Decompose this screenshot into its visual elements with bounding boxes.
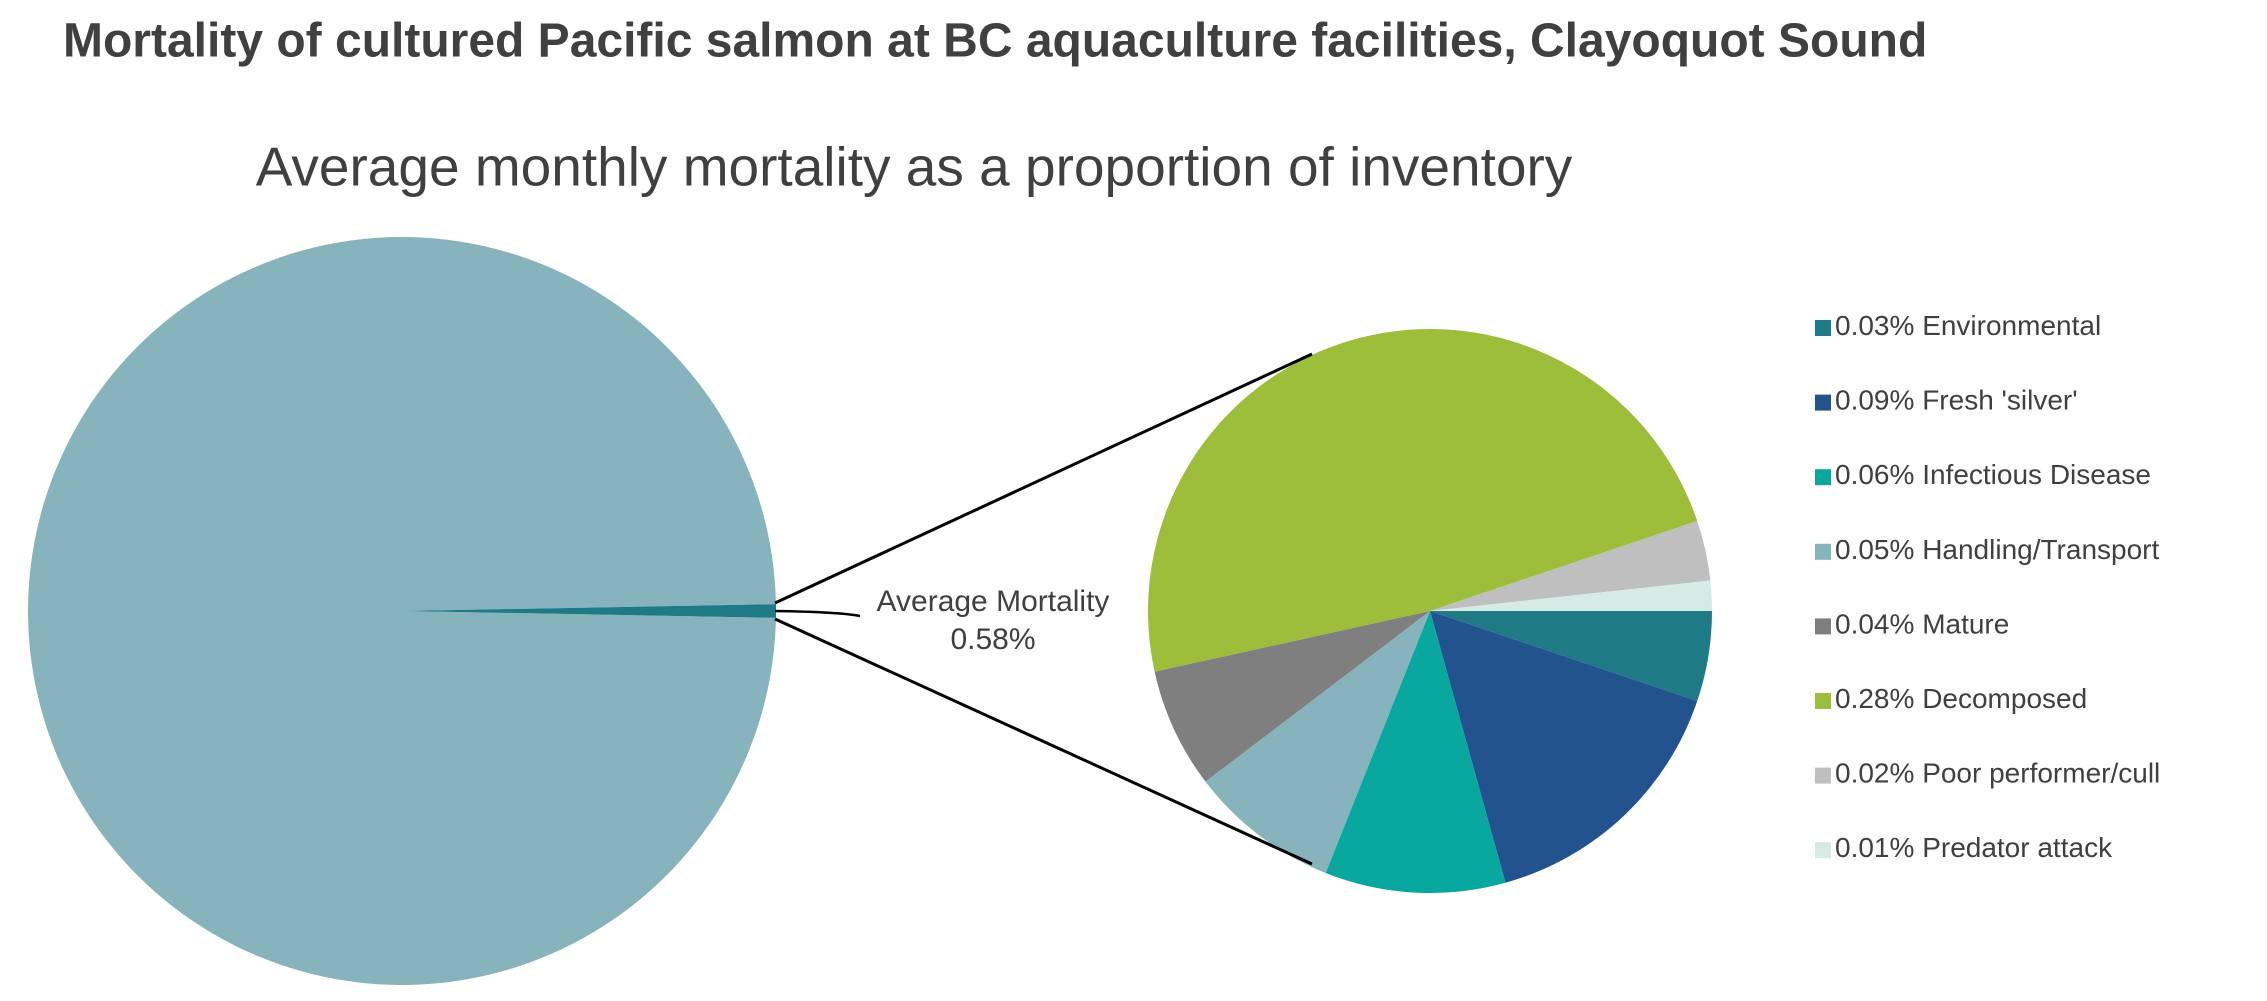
leader-line	[774, 609, 861, 618]
legend-value: 0.06%	[1835, 460, 1914, 491]
legend-entry: 0.02% Poor performer/cull	[1835, 758, 2160, 789]
legend-entry: 0.04% Mature	[1835, 609, 2009, 640]
legend-swatch	[1815, 767, 1831, 784]
legend-label: Mature	[1922, 609, 2009, 640]
legend-label: Handling/Transport	[1922, 534, 2159, 565]
legend-label: Infectious Disease	[1922, 460, 2151, 491]
legend-swatch	[1815, 543, 1831, 560]
legend-entry: 0.06% Infectious Disease	[1835, 460, 2151, 491]
chart-subtitle: Average monthly mortality as a proportio…	[256, 136, 1573, 198]
legend-swatch	[1815, 320, 1831, 336]
legend-swatch	[1815, 469, 1831, 486]
pie-slice	[1430, 580, 1712, 611]
legend-entry: 0.09% Fresh 'silver'	[1835, 385, 2078, 416]
legend-entry: 0.03% Environmental	[1835, 310, 2101, 341]
pie-slice	[1430, 611, 1698, 883]
legend-value: 0.03%	[1835, 310, 1914, 341]
pie-slice	[402, 604, 776, 618]
legend-label: Environmental	[1922, 310, 2101, 341]
legend-swatch	[1815, 842, 1831, 859]
pie-slice	[1430, 520, 1711, 611]
pie-slice	[1430, 611, 1712, 702]
pie-slice	[27, 237, 776, 985]
legend-label: Decomposed	[1922, 683, 2087, 714]
legend-value: 0.09%	[1835, 385, 1914, 416]
legend-value: 0.04%	[1835, 609, 1914, 640]
legend-label: Poor performer/cull	[1922, 758, 2160, 789]
connector-line	[774, 352, 1313, 605]
legend-entry: 0.28% Decomposed	[1835, 683, 2087, 714]
chart-title: Mortality of cultured Pacific salmon at …	[63, 15, 1927, 68]
pie-slice	[1154, 611, 1430, 782]
legend-value: 0.05%	[1835, 534, 1914, 565]
legend-value: 0.02%	[1835, 758, 1914, 789]
legend-entry: 0.01% Predator attack	[1835, 833, 2113, 864]
pie-slice	[1148, 329, 1698, 672]
legend-swatch	[1815, 394, 1831, 411]
legend-swatch	[1815, 618, 1831, 635]
annotation-value: 0.58%	[950, 623, 1035, 656]
legend-entry: 0.05% Handling/Transport	[1835, 534, 2159, 565]
legend-swatch	[1815, 693, 1831, 709]
pie-slice	[1205, 611, 1430, 873]
legend-value: 0.01%	[1835, 833, 1914, 864]
pie-slice	[1325, 611, 1506, 893]
connector-line	[774, 617, 1313, 866]
legend-label: Predator attack	[1922, 833, 2113, 864]
legend-label: Fresh 'silver'	[1922, 385, 2077, 416]
legend-value: 0.28%	[1835, 683, 1914, 714]
annotation-label: Average Mortality	[877, 585, 1110, 618]
